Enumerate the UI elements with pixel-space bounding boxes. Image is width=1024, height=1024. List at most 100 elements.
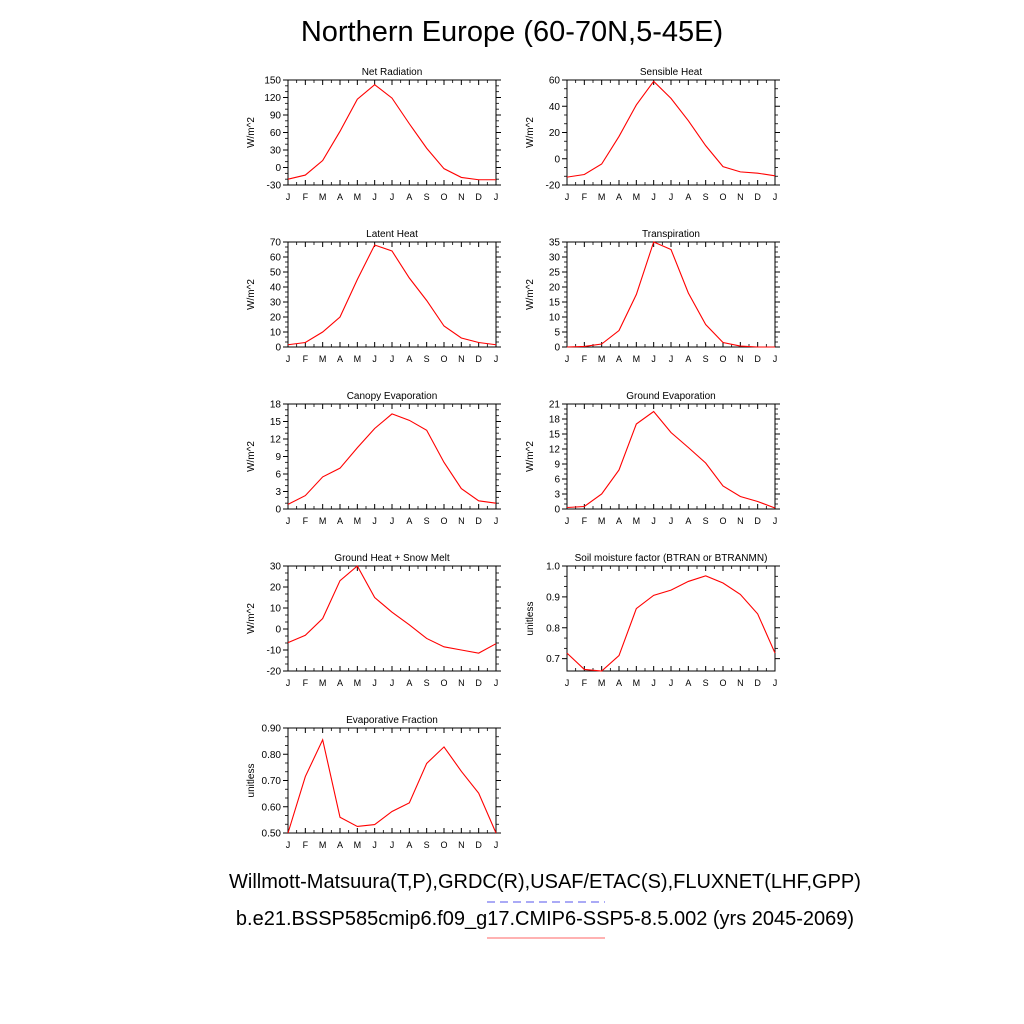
y-tick-label: 90 [270,111,282,122]
x-tick-label: N [458,192,465,202]
x-tick-label: A [337,354,343,364]
panel-title: Sensible Heat [640,67,702,78]
x-tick-label: J [773,516,778,526]
x-tick-label: N [458,678,465,688]
y-tick-label: 25 [549,268,561,279]
x-tick-label: M [598,678,606,688]
x-tick-label: J [494,192,499,202]
x-tick-label: M [319,516,327,526]
x-tick-label: M [354,678,362,688]
x-tick-label: N [737,354,744,364]
x-tick-label: S [424,516,430,526]
x-tick-label: A [337,516,343,526]
x-tick-label: A [406,354,412,364]
y-tick-label: 30 [549,253,561,264]
y-tick-label: 21 [549,400,561,411]
x-tick-label: F [582,354,588,364]
x-tick-label: N [458,516,465,526]
x-tick-label: O [440,678,447,688]
x-tick-label: J [773,678,778,688]
y-tick-label: 18 [549,415,561,426]
x-tick-label: A [685,678,691,688]
panel-title: Soil moisture factor (BTRAN or BTRANMN) [575,553,768,564]
x-tick-label: J [773,354,778,364]
y-tick-label: 0.8 [546,623,560,634]
y-tick-label: -10 [267,646,282,657]
y-tick-label: 9 [275,452,281,463]
y-tick-label: 15 [549,298,561,309]
y-tick-label: 0.9 [546,592,560,603]
x-tick-label: M [319,192,327,202]
series-line [287,83,496,181]
x-tick-label: J [494,678,499,688]
y-tick-label: 3 [554,490,560,501]
x-tick-label: A [685,192,691,202]
x-tick-label: N [458,354,465,364]
x-tick-label: M [598,516,606,526]
y-tick-label: 30 [270,562,282,573]
y-axis-label: W/m^2 [246,117,257,148]
x-tick-label: M [598,354,606,364]
x-tick-label: J [565,516,570,526]
x-tick-label: F [303,354,309,364]
panel-8: J F M A M J J A S O N D J0.500.600.700.800.90Evapora… [246,715,501,850]
y-tick-label: 0.50 [262,829,282,840]
y-tick-label: 9 [554,460,560,471]
y-axis-label: unitless [525,602,536,636]
x-tick-label: D [754,678,761,688]
x-tick-label: S [703,516,709,526]
x-tick-label: J [494,354,499,364]
series-line [287,738,497,834]
x-tick-label: D [475,678,482,688]
y-tick-label: 3 [275,487,281,498]
x-tick-label: F [303,840,309,850]
y-tick-label: 0 [275,343,281,354]
y-tick-label: 0 [275,505,281,516]
x-tick-label: D [754,354,761,364]
x-tick-label: M [354,354,362,364]
x-tick-label: A [337,192,343,202]
x-tick-label: A [616,516,622,526]
series-line [566,241,775,348]
x-tick-label: D [754,516,761,526]
plot-frame [566,79,776,186]
panel-title: Net Radiation [362,67,423,78]
y-tick-label: 15 [270,417,282,428]
series-line [566,575,776,672]
y-tick-label: 35 [549,238,561,249]
y-tick-label: 12 [270,435,282,446]
x-tick-label: J [390,516,395,526]
series-line [287,244,497,346]
x-tick-label: F [303,192,309,202]
x-tick-label: D [754,192,761,202]
y-tick-label: 0.7 [546,654,560,665]
x-tick-label: F [582,192,588,202]
x-tick-label: D [475,840,482,850]
x-tick-label: A [406,678,412,688]
x-tick-label: J [651,678,656,688]
panel-title: Canopy Evaporation [347,391,438,402]
x-tick-label: O [440,516,447,526]
x-tick-label: S [424,192,430,202]
x-tick-label: N [458,840,465,850]
panel-title: Ground Evaporation [626,391,716,402]
x-tick-label: J [651,354,656,364]
x-tick-label: A [616,192,622,202]
y-tick-label: 30 [270,146,282,157]
x-tick-label: M [354,840,362,850]
x-tick-label: M [319,354,327,364]
x-tick-label: A [616,678,622,688]
x-tick-label: S [703,678,709,688]
plot-frame [287,403,497,510]
y-tick-label: 0 [554,505,560,516]
x-tick-label: M [319,840,327,850]
x-tick-label: J [390,354,395,364]
y-tick-label: 40 [270,283,282,294]
x-tick-label: J [669,192,674,202]
series-line [287,413,497,505]
